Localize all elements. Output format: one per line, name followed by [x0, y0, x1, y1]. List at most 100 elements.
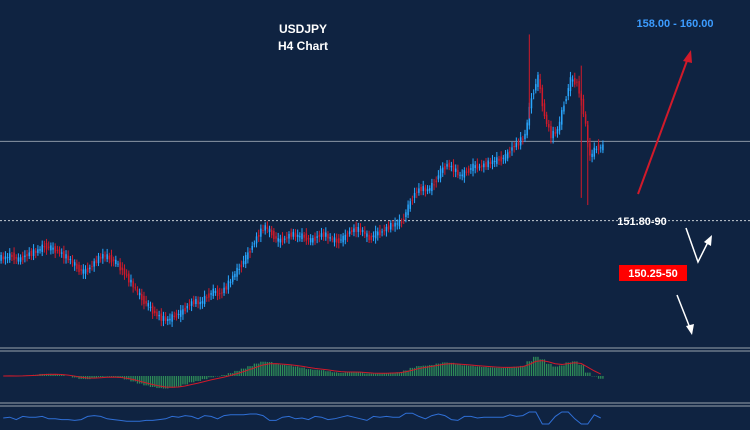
candle — [190, 298, 193, 312]
candle — [450, 161, 453, 172]
candle — [154, 306, 156, 317]
candle — [82, 264, 85, 279]
candle — [4, 251, 7, 265]
candle — [41, 240, 43, 257]
candle-body — [132, 281, 134, 288]
candle — [402, 213, 405, 225]
candle — [171, 311, 173, 327]
candle — [366, 230, 368, 243]
candle-body — [374, 230, 377, 239]
candle-body — [454, 168, 457, 172]
candle-body — [175, 312, 178, 318]
candle-body — [149, 306, 152, 308]
candle — [476, 158, 479, 173]
candle — [312, 235, 314, 246]
candle — [409, 198, 412, 212]
candle-body — [199, 302, 202, 305]
candle-body — [99, 257, 102, 259]
candle — [411, 195, 414, 205]
candle — [249, 248, 251, 259]
candle — [93, 258, 95, 272]
support-level-label: 150.25-50 — [628, 268, 678, 280]
candle — [195, 296, 197, 307]
candle — [593, 142, 596, 160]
candle — [281, 232, 284, 246]
candle-body — [67, 255, 69, 261]
candle-body — [545, 114, 548, 124]
candle — [255, 232, 258, 248]
candle — [314, 232, 316, 245]
candle-body — [17, 257, 20, 262]
candle-body — [39, 249, 41, 251]
candle-body — [41, 244, 43, 252]
candle — [6, 253, 9, 264]
candle-body — [361, 230, 364, 233]
candle — [197, 296, 199, 309]
candle — [130, 274, 132, 287]
candle-body — [480, 165, 483, 168]
candle — [244, 252, 247, 269]
candle-body — [550, 126, 552, 139]
candle — [504, 150, 507, 164]
candle-body — [400, 221, 403, 224]
candle-body — [80, 269, 82, 271]
candle-body — [500, 156, 502, 162]
candle-body — [472, 163, 474, 172]
candle-body — [76, 263, 78, 269]
candle — [322, 228, 325, 241]
candle-body — [106, 254, 108, 260]
candle — [134, 283, 137, 291]
candle — [69, 255, 72, 265]
candle-body — [203, 295, 206, 305]
candle — [480, 159, 483, 172]
candle-body — [582, 98, 585, 115]
candle — [115, 255, 117, 267]
candle-body — [52, 247, 54, 250]
candle-body — [58, 249, 61, 254]
candle — [283, 235, 286, 244]
candle — [260, 224, 262, 243]
candle-body — [34, 250, 37, 253]
candle-body — [0, 255, 2, 261]
candle-body — [145, 301, 147, 304]
candle-body — [154, 310, 156, 314]
candle-body — [398, 219, 401, 227]
candle — [112, 256, 115, 267]
candle-body — [366, 233, 368, 237]
candle — [199, 296, 202, 310]
candle — [203, 290, 206, 307]
candle-body — [147, 303, 150, 307]
candle — [589, 137, 591, 161]
candle-body — [556, 129, 559, 134]
candle-body — [524, 133, 526, 140]
candle-body — [281, 237, 284, 243]
candle — [400, 218, 403, 228]
candle-body — [506, 152, 509, 159]
candle — [223, 282, 225, 296]
candle-body — [134, 287, 137, 289]
candle-body — [60, 252, 63, 254]
candle-body — [56, 249, 59, 251]
candle-body — [225, 286, 227, 290]
candle — [218, 287, 221, 300]
candle-body — [125, 274, 128, 276]
candle — [128, 270, 130, 287]
candle-body — [519, 137, 522, 146]
candle — [138, 288, 141, 300]
candle-body — [513, 145, 515, 148]
candle — [385, 223, 388, 237]
candle — [234, 271, 236, 281]
candle — [205, 294, 208, 302]
candle-body — [465, 171, 468, 173]
candle — [145, 295, 147, 307]
candle-body — [255, 236, 258, 244]
candle — [513, 141, 515, 153]
candle — [303, 231, 305, 242]
candle-body — [4, 256, 7, 260]
candle-body — [119, 262, 121, 271]
candle — [216, 285, 219, 301]
candle-body — [227, 280, 230, 290]
candle — [578, 75, 580, 98]
candle-body — [305, 233, 308, 241]
